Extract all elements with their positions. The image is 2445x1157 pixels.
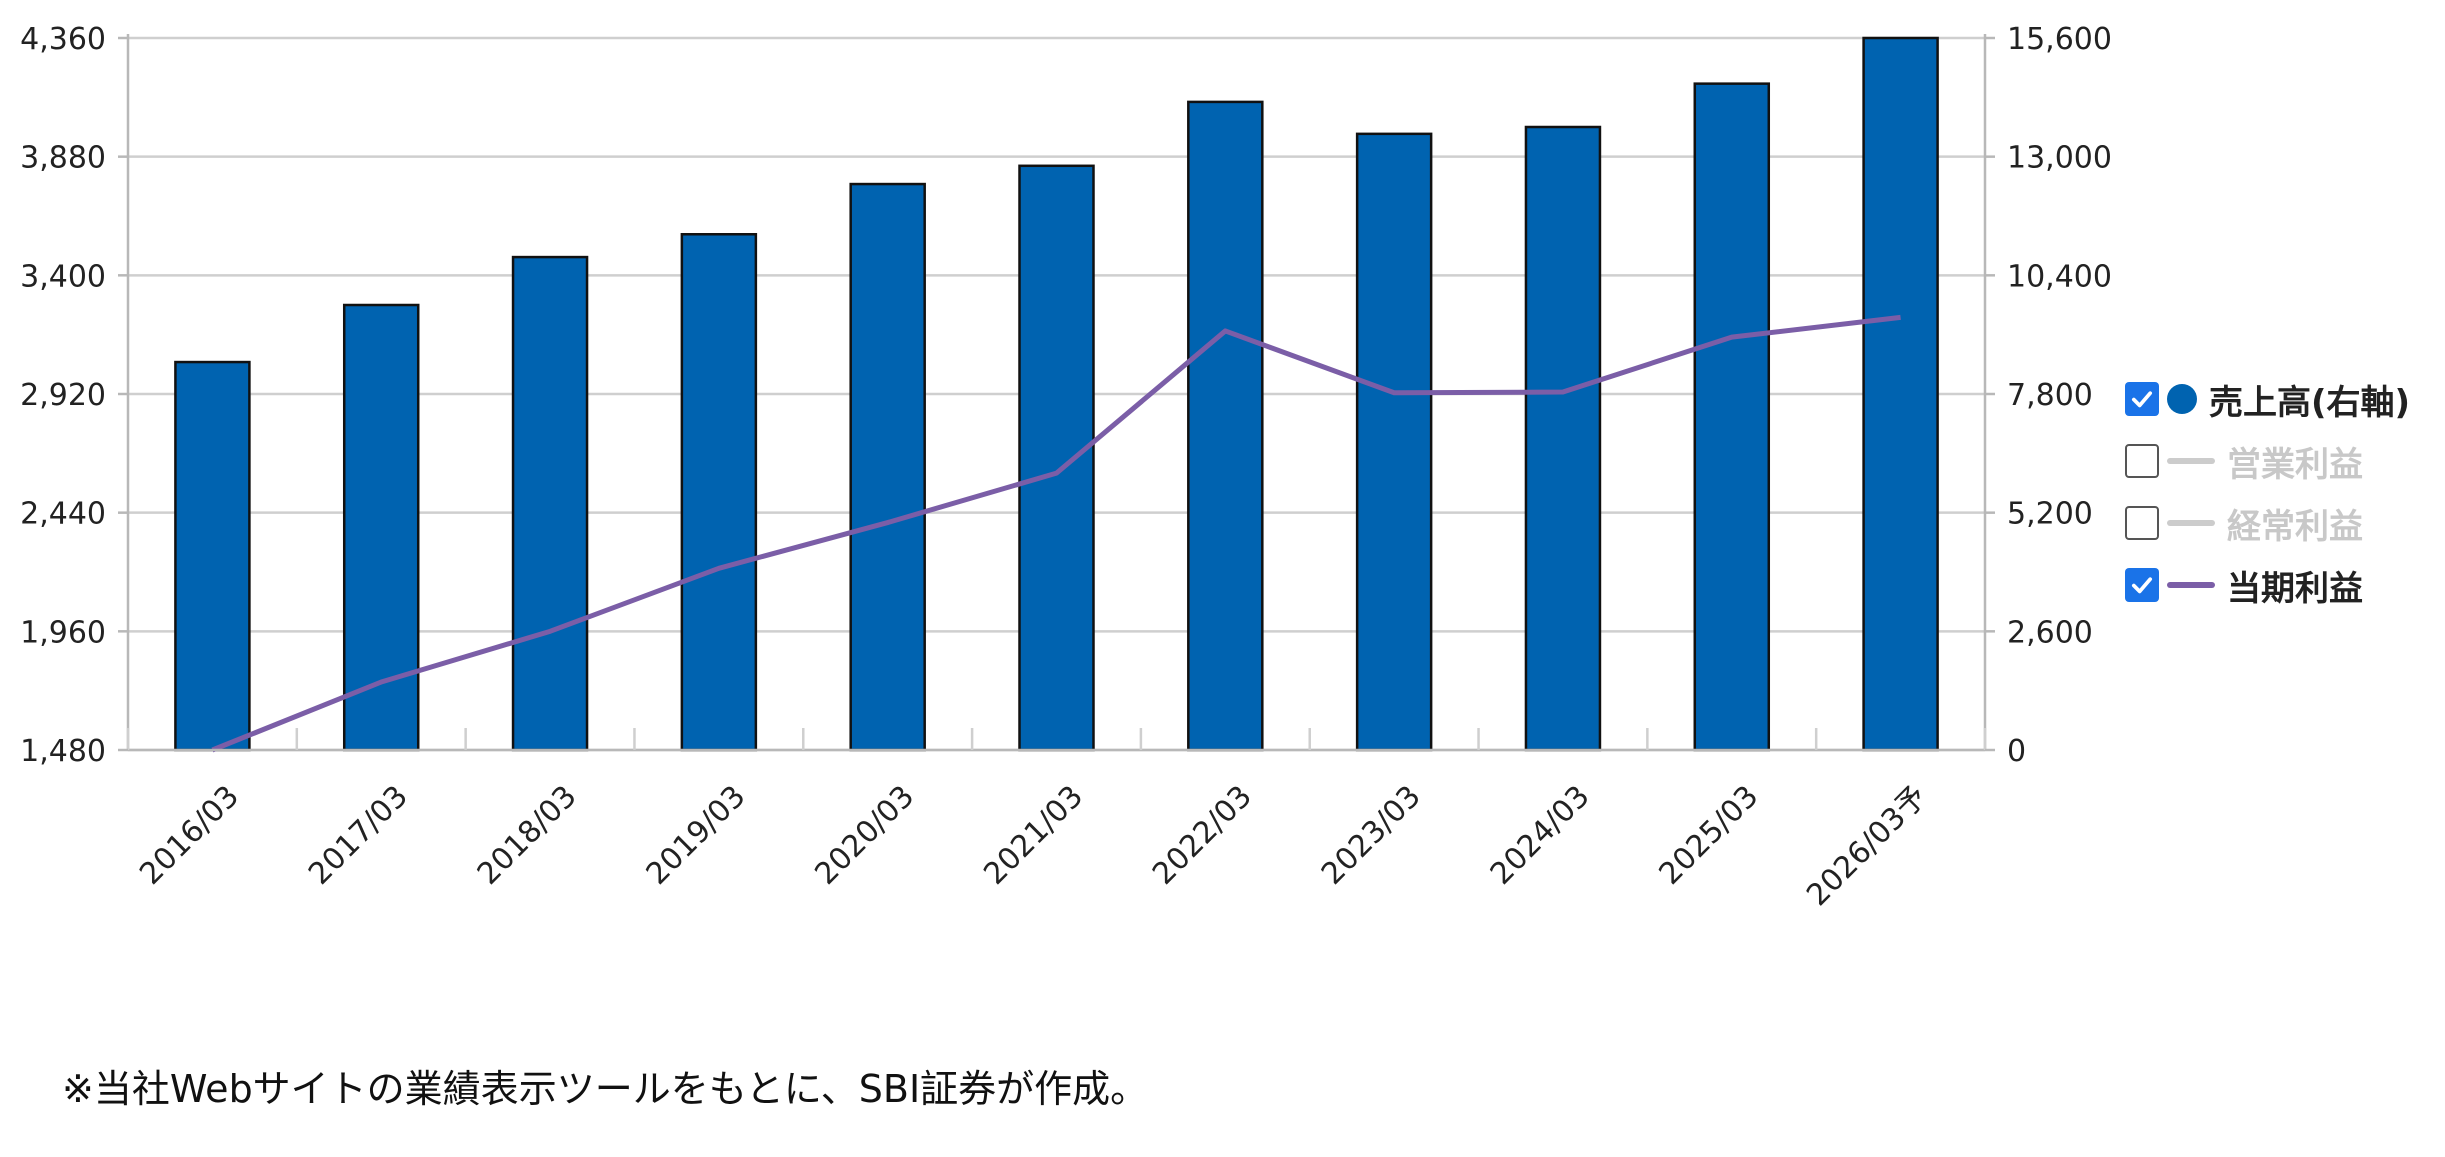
net-income-series-line: [211, 314, 1901, 753]
x-tick-label: 2018/03: [471, 779, 584, 892]
right-tick-label: 15,600: [2007, 22, 2112, 57]
legend-label-revenue: 売上高(右軸): [2209, 382, 2411, 423]
left-axis-ticks: 1,480 1,960 2,440 2,920 3,400 3,880 4,360: [20, 22, 106, 769]
right-tick-label: 10,400: [2007, 259, 2112, 294]
legend-checkbox-operating-profit[interactable]: [2125, 444, 2159, 478]
axes: [118, 34, 1995, 752]
legend-label-ordinary-profit: 経常利益: [2227, 506, 2363, 547]
check-icon: [2131, 391, 2153, 408]
x-tick-label: 2022/03: [1146, 779, 1259, 892]
x-tick-label: 2016/03: [133, 779, 246, 892]
x-tick-label: 2019/03: [640, 779, 753, 892]
revenue-bar: [680, 233, 758, 752]
right-axis-ticks: 0 2,600 5,200 7,800 10,400 13,000 15,600: [2007, 22, 2112, 769]
revenue-bar: [1018, 164, 1095, 752]
right-tick-label: 2,600: [2007, 615, 2093, 650]
legend-item-operating-profit[interactable]: 営業利益: [2125, 430, 2410, 492]
legend: 売上高(右軸) 営業利益 経常利益 当期利益: [2125, 368, 2410, 616]
left-tick-label: 1,480: [20, 734, 106, 769]
revenue-bar: [1187, 100, 1264, 752]
legend-marker-operating-profit: [2167, 458, 2215, 464]
legend-marker-net-income: [2167, 582, 2215, 588]
revenue-bar: [174, 360, 251, 752]
legend-checkbox-net-income[interactable]: [2125, 568, 2159, 602]
legend-label-operating-profit: 営業利益: [2227, 444, 2363, 485]
left-tick-label: 3,400: [20, 259, 106, 294]
right-tick-label: 5,200: [2007, 497, 2093, 532]
right-tick-label: 13,000: [2007, 141, 2112, 176]
legend-marker-ordinary-profit: [2167, 520, 2215, 526]
legend-item-ordinary-profit[interactable]: 経常利益: [2125, 492, 2410, 554]
right-tick-label: 0: [2007, 734, 2026, 769]
revenue-bar: [1524, 125, 1602, 752]
revenue-bar: [1693, 82, 1771, 752]
check-icon: [2131, 577, 2153, 594]
legend-marker-revenue: [2167, 384, 2197, 414]
left-tick-label: 2,920: [20, 378, 106, 413]
legend-item-revenue[interactable]: 売上高(右軸): [2125, 368, 2410, 430]
revenue-bar: [511, 255, 589, 752]
footnote: ※当社Webサイトの業績表示ツールをもとに、SBI証券が作成。: [62, 1067, 1149, 1111]
legend-checkbox-ordinary-profit[interactable]: [2125, 506, 2159, 540]
x-tick-label: 2023/03: [1315, 779, 1428, 892]
left-tick-label: 3,880: [20, 141, 106, 176]
right-tick-label: 7,800: [2007, 378, 2093, 413]
x-tick-label: 2025/03: [1653, 779, 1766, 892]
left-tick-label: 2,440: [20, 497, 106, 532]
left-tick-label: 4,360: [20, 22, 106, 57]
x-axis-ticks: 2016/03 2017/03 2018/03 2019/03 2020/03 2021/…: [133, 779, 1934, 913]
x-tick-label: 2020/03: [808, 779, 921, 892]
x-tick-label: 2026/03予: [1800, 779, 1934, 913]
x-tick-label: 2021/03: [977, 779, 1090, 892]
legend-label-net-income: 当期利益: [2227, 568, 2363, 609]
net-income-line: [211, 314, 1901, 753]
revenue-bar: [849, 182, 926, 752]
revenue-bar: [1862, 36, 1939, 752]
revenue-bars: [174, 36, 1939, 752]
x-tick-label: 2017/03: [302, 779, 415, 892]
revenue-bar: [1355, 132, 1433, 752]
legend-checkbox-revenue[interactable]: [2125, 382, 2159, 416]
x-tick-label: 2024/03: [1484, 779, 1597, 892]
left-tick-label: 1,960: [20, 615, 106, 650]
legend-item-net-income[interactable]: 当期利益: [2125, 554, 2410, 616]
